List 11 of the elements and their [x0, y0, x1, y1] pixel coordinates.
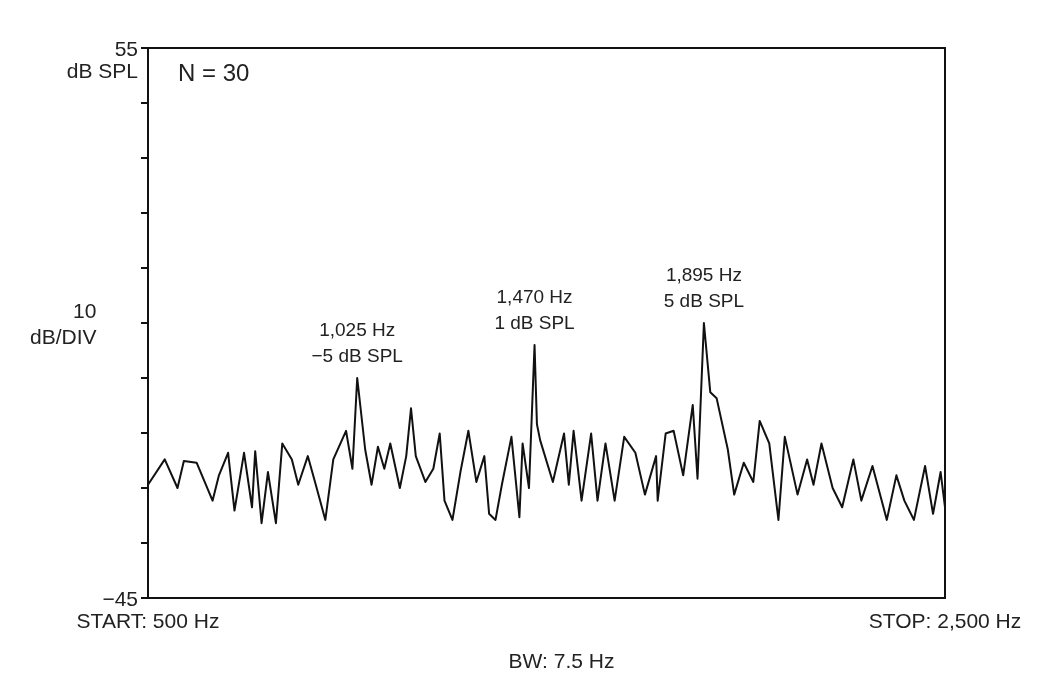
text: BW: 7.5 Hz: [508, 649, 615, 672]
annotation: N = 30: [178, 58, 250, 86]
y-axis-title: 10 dB/DIV: [29, 298, 97, 348]
annotation: 1,895 Hz 5 dB SPL: [663, 263, 745, 311]
annotation: 1,470 Hz 1 dB SPL: [494, 285, 575, 333]
x-tick-label: STOP: 2,500 Hz: [868, 609, 1022, 632]
y-tick-label: −45: [102, 586, 138, 610]
y-tick-label: 55: [114, 36, 138, 60]
x-tick-label: START: 500 Hz: [76, 609, 220, 632]
annotation: 1,025 Hz −5 dB SPL: [311, 318, 403, 366]
text: dB SPL: [66, 58, 138, 82]
